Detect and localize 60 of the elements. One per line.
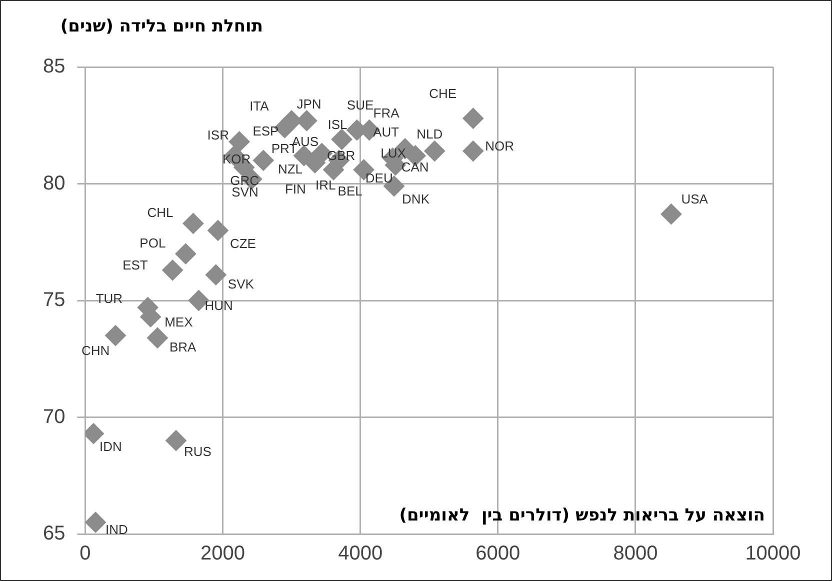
series-label: EST <box>122 258 148 273</box>
series-label: JPN <box>296 96 322 112</box>
point <box>85 512 106 533</box>
series-label: NZL <box>278 161 303 176</box>
series-label: RUS <box>184 444 212 460</box>
series-label: IND <box>106 522 128 537</box>
series-label: ESP <box>252 123 279 138</box>
series-label: TUR <box>96 291 123 306</box>
series-label: DEU <box>365 170 393 186</box>
series-label: ITA <box>250 98 270 114</box>
point <box>207 220 228 241</box>
point <box>228 131 250 152</box>
series-label: CAN <box>401 159 429 174</box>
point <box>462 108 484 129</box>
y-axis-title: תוחלת חיים בלידה (שנים) <box>60 16 263 36</box>
x-tick-label: 6000 <box>476 542 520 565</box>
series-label: POL <box>140 235 166 250</box>
y-tick-label: 85 <box>42 56 66 78</box>
series-label: ISR <box>207 127 229 142</box>
series-label: SVK <box>228 276 254 292</box>
series-label: HUN <box>204 298 233 314</box>
series-label: ISL <box>328 116 348 132</box>
x-axis-title: הוצאה על בריאות לנפש (דולרים בין לאומיים) <box>399 505 765 526</box>
series-label: IDN <box>100 439 122 454</box>
series-label: MEX <box>164 314 194 330</box>
series-label: SUE <box>346 98 374 113</box>
point <box>660 204 682 225</box>
y-tick-label: 80 <box>42 172 66 194</box>
series-label: CHE <box>429 86 457 101</box>
series-label: NOR <box>485 138 514 154</box>
y-tick-label: 65 <box>42 522 66 545</box>
series-label: CZE <box>230 236 256 252</box>
point <box>252 150 274 171</box>
x-tick-label: 2000 <box>200 542 246 565</box>
point <box>205 264 226 286</box>
point <box>162 260 184 281</box>
series-label: CHN <box>82 343 110 358</box>
series-label: IRL <box>316 177 336 192</box>
series-label: DNK <box>402 192 430 207</box>
series-label: FIN <box>284 181 306 196</box>
point <box>166 430 187 452</box>
point <box>175 243 196 264</box>
point <box>462 140 484 162</box>
point <box>105 325 126 346</box>
x-tick-label: 8000 <box>613 542 658 565</box>
point <box>424 140 446 162</box>
series-label: USA <box>681 192 708 207</box>
series-label: CHL <box>147 205 174 220</box>
x-tick-label: 4000 <box>338 542 383 565</box>
y-tick-label: 75 <box>42 289 66 312</box>
series-label: BRA <box>169 339 197 354</box>
series-label: BEL <box>338 183 362 198</box>
x-tick-label: 0 <box>80 542 91 565</box>
point <box>331 128 352 150</box>
series-label: NLD <box>416 126 443 142</box>
point <box>146 327 168 348</box>
x-tick-label: 10000 <box>745 542 801 565</box>
point <box>182 212 204 234</box>
series-label: FRA <box>373 106 400 121</box>
y-tick-label: 70 <box>42 406 66 428</box>
